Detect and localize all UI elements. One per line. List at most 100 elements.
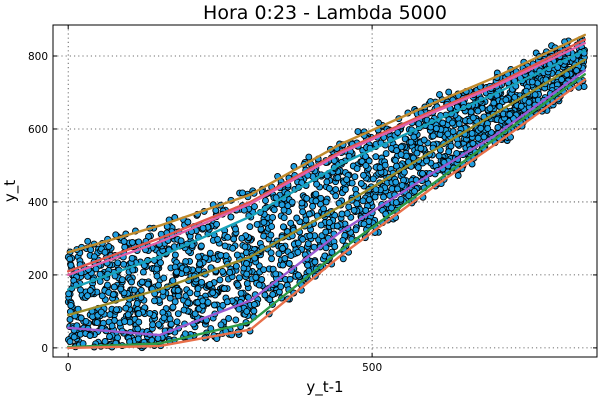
scatter-point bbox=[331, 243, 339, 251]
series-line-6 bbox=[67, 69, 586, 337]
scatter-point bbox=[220, 285, 228, 292]
scatter-point bbox=[206, 249, 214, 257]
scatter-point bbox=[216, 276, 224, 284]
scatter-point bbox=[393, 147, 401, 155]
scatter-point bbox=[160, 314, 168, 322]
scatter-point bbox=[184, 299, 192, 307]
scatter-point bbox=[454, 140, 462, 148]
scatter-point bbox=[154, 335, 162, 342]
scatter-point bbox=[429, 132, 437, 140]
scatter-point bbox=[280, 206, 288, 214]
scatter-point bbox=[285, 260, 293, 267]
scatter-point bbox=[239, 189, 246, 197]
plot-frame bbox=[52, 24, 598, 358]
scatter-point bbox=[435, 152, 443, 160]
scatter-point bbox=[122, 304, 130, 312]
scatter-point bbox=[449, 128, 457, 136]
y-tick-label: 0 bbox=[41, 343, 48, 355]
scatter-point bbox=[253, 220, 261, 228]
scatter-point bbox=[120, 238, 128, 245]
scatter-point bbox=[229, 244, 237, 252]
scatter-point bbox=[104, 281, 111, 289]
scatter-point bbox=[269, 291, 277, 298]
scatter-point bbox=[270, 206, 278, 214]
scatter-point bbox=[241, 243, 249, 251]
scatter-point bbox=[312, 197, 320, 205]
scatter-point bbox=[146, 309, 154, 317]
scatter-point bbox=[65, 290, 73, 298]
y-axis-label: y_t bbox=[1, 180, 20, 202]
scatter-point bbox=[305, 210, 313, 218]
scatter-point bbox=[77, 314, 85, 322]
scatter-point bbox=[392, 178, 400, 186]
scatter-point bbox=[149, 321, 157, 329]
scatter-point bbox=[173, 318, 181, 326]
scatter-point bbox=[252, 273, 260, 281]
scatter-point bbox=[260, 232, 268, 240]
scatter-point bbox=[217, 251, 225, 259]
scatter-point bbox=[66, 338, 74, 346]
scatter-point bbox=[293, 214, 301, 222]
scatter-point bbox=[97, 308, 105, 316]
scatter-point bbox=[365, 196, 373, 204]
scatter-point bbox=[124, 311, 132, 319]
scatter-point bbox=[113, 306, 120, 314]
x-axis-label: y_t-1 bbox=[306, 378, 343, 397]
scatter-point bbox=[210, 301, 218, 309]
scatter-point bbox=[360, 171, 367, 179]
scatter-point bbox=[110, 283, 118, 291]
scatter-point bbox=[93, 319, 101, 327]
scatter-point bbox=[467, 108, 475, 116]
scatter-point bbox=[155, 321, 163, 329]
scatter-point bbox=[299, 208, 307, 216]
scatter-point bbox=[153, 272, 161, 280]
scatter-point bbox=[67, 301, 75, 309]
scatter-point bbox=[453, 149, 461, 157]
scatter-point bbox=[298, 199, 306, 207]
scatter-point bbox=[573, 67, 580, 74]
scatter-point bbox=[338, 210, 346, 218]
scatter-point bbox=[226, 268, 234, 276]
series-line-5 bbox=[67, 58, 586, 317]
scatter-point bbox=[232, 225, 239, 233]
scatter-point bbox=[114, 259, 122, 267]
scatter-point bbox=[469, 140, 477, 147]
y-tick-label: 400 bbox=[28, 197, 48, 209]
scatter-point bbox=[288, 198, 296, 206]
scatter-point bbox=[272, 270, 280, 278]
scatter-point bbox=[213, 220, 221, 228]
scatter-point bbox=[105, 243, 113, 250]
scatter-point bbox=[388, 204, 395, 212]
scatter-point bbox=[304, 240, 312, 248]
scatter-point bbox=[184, 218, 192, 226]
scatter-point bbox=[362, 207, 370, 214]
scatter-point bbox=[151, 297, 158, 305]
scatter-point bbox=[134, 335, 142, 343]
scatter-point bbox=[420, 136, 428, 144]
scatter-point bbox=[332, 192, 340, 200]
scatter-point bbox=[174, 310, 182, 318]
scatter-point bbox=[260, 218, 268, 226]
scatter-point bbox=[120, 260, 128, 268]
scatter-point bbox=[306, 232, 314, 240]
scatter-point bbox=[528, 78, 536, 86]
scatter-point bbox=[238, 234, 246, 242]
scatter-point bbox=[157, 259, 164, 267]
scatter-point bbox=[233, 251, 241, 259]
scatter-point bbox=[417, 145, 425, 152]
scatter-point bbox=[86, 287, 94, 294]
scatter-point bbox=[199, 224, 207, 232]
scatter-point bbox=[397, 151, 405, 159]
scatter-point bbox=[372, 186, 380, 194]
scatter-point bbox=[299, 235, 307, 243]
scatter-point bbox=[134, 325, 142, 333]
scatter-point bbox=[348, 179, 356, 187]
scatter-point bbox=[332, 186, 340, 194]
scatter-point bbox=[144, 280, 152, 288]
scatter-point bbox=[394, 129, 402, 136]
scatter-point bbox=[281, 255, 289, 262]
series-line-3 bbox=[67, 42, 586, 277]
scatter-point bbox=[365, 157, 373, 165]
scatter-point bbox=[131, 286, 138, 294]
scatter-point bbox=[286, 275, 294, 283]
